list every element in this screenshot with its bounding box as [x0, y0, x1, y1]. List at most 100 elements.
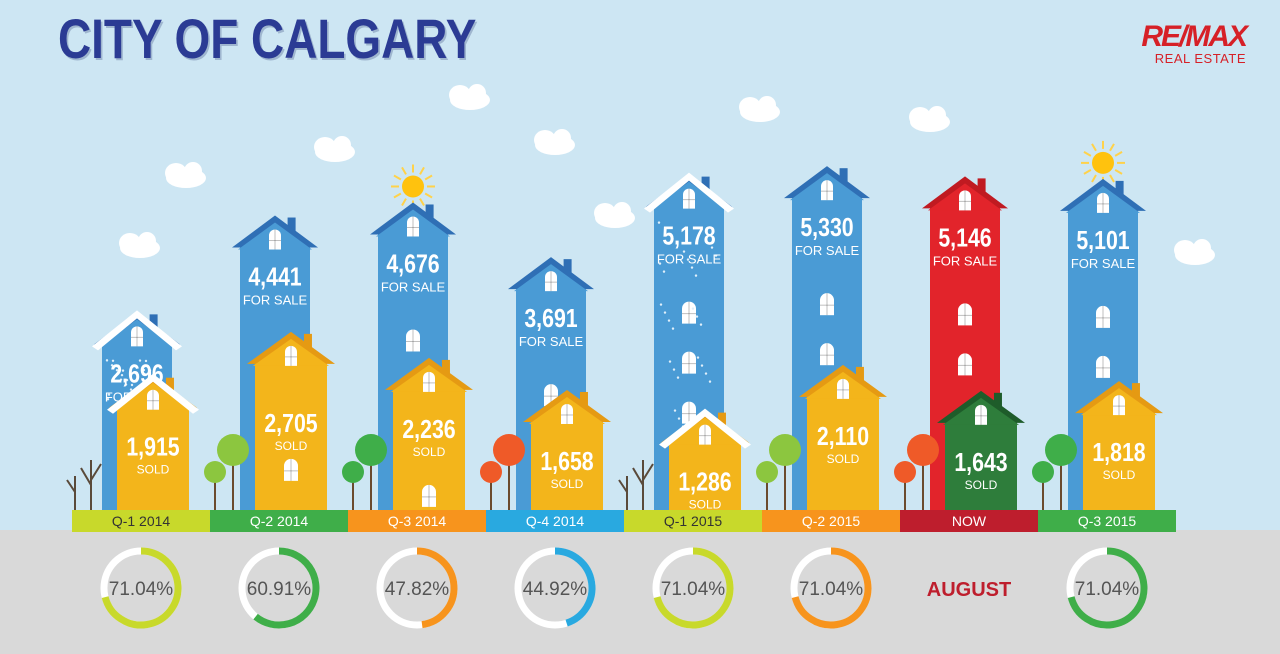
- cloud: [165, 162, 206, 188]
- window-arch: [284, 458, 298, 473]
- short-house-body: [945, 418, 1017, 510]
- snowflake: [671, 327, 675, 330]
- snowflake: [700, 364, 704, 367]
- tall-house-chimney: [287, 217, 296, 234]
- snowflake: [142, 368, 146, 372]
- sun-ray: [1114, 151, 1123, 157]
- window-arch: [958, 303, 972, 318]
- tree-crown: [1032, 461, 1054, 483]
- cloud-part: [119, 233, 141, 253]
- snowflake: [115, 369, 119, 372]
- quarter-strip: [72, 510, 210, 532]
- snowflake: [105, 359, 109, 362]
- snowflake: [686, 258, 690, 261]
- quarter-strip: [624, 510, 762, 532]
- snowflake: [668, 360, 672, 363]
- snowflake: [147, 373, 151, 377]
- brand-logo[interactable]: RE/MAX REAL ESTATE: [1141, 22, 1248, 66]
- window-arch: [407, 216, 419, 229]
- window-arch: [682, 401, 696, 416]
- for-sale-value: 5,330: [800, 213, 853, 243]
- sun-ray: [1091, 143, 1097, 152]
- short-house-chimney: [993, 392, 1002, 409]
- tree-crown: [894, 461, 916, 483]
- quarter-strip: [348, 510, 486, 532]
- for-sale-label: FOR SALE: [1071, 256, 1136, 271]
- short-house-chimney: [165, 377, 174, 394]
- sun-ray: [401, 166, 407, 175]
- cloud-part: [553, 129, 571, 147]
- quarter-label: Q-1 2015: [664, 513, 723, 529]
- ring-value: 71.04%: [799, 579, 864, 600]
- tree-crown: [907, 434, 939, 466]
- ring-value: 71.04%: [109, 579, 174, 600]
- window-arch: [422, 484, 436, 499]
- window-arch: [1097, 192, 1109, 205]
- window-arch: [958, 353, 972, 368]
- page-title: CITY OF CALGARY: [58, 7, 477, 70]
- for-sale-label: FOR SALE: [933, 253, 998, 268]
- window-arch: [561, 403, 573, 416]
- short-house-body: [117, 403, 189, 510]
- ring-arc: [101, 547, 182, 629]
- sold-value: 2,236: [402, 415, 455, 445]
- tree-crown: [1045, 434, 1077, 466]
- cloud-part: [138, 232, 156, 250]
- sun-ray: [419, 198, 425, 207]
- sun-ray: [1091, 174, 1097, 183]
- ring-month-label: AUGUST: [927, 579, 1011, 601]
- for-sale-value: 3,691: [524, 304, 577, 334]
- quarter-strip: [486, 510, 624, 532]
- sold-label: SOLD: [965, 478, 998, 492]
- snowflake: [107, 393, 111, 396]
- cloud: [449, 84, 490, 110]
- snowflake: [673, 409, 677, 412]
- sun-ray: [1083, 151, 1092, 157]
- ring-arc: [416, 547, 458, 629]
- window-arch: [820, 343, 834, 358]
- snowflake: [710, 246, 714, 249]
- tree-crown: [217, 434, 249, 466]
- tall-house-chimney: [1115, 180, 1124, 197]
- cloud-part: [758, 96, 776, 114]
- sold-label: SOLD: [137, 463, 170, 477]
- ring-value: 47.82%: [385, 579, 450, 600]
- sun-ray: [1109, 143, 1115, 152]
- window-arch: [131, 326, 143, 339]
- snowflake: [657, 221, 661, 224]
- cloud: [739, 96, 780, 122]
- snowflake: [130, 383, 134, 387]
- sold-value: 1,915: [126, 433, 179, 463]
- snowflake: [658, 262, 662, 265]
- tall-house-chimney: [425, 204, 434, 221]
- snowflake: [694, 274, 698, 277]
- ring-value: 71.04%: [661, 579, 726, 600]
- snowflake: [111, 359, 115, 362]
- window-arch: [1096, 305, 1110, 320]
- short-house-chimney: [855, 366, 864, 383]
- quarter-label: Q-2 2014: [250, 513, 309, 529]
- ring-arc: [554, 547, 596, 627]
- sold-value: 1,643: [954, 448, 1007, 478]
- cloud-part: [928, 106, 946, 124]
- snowflake: [691, 307, 695, 310]
- ring-arc: [253, 547, 320, 629]
- sun-ray: [1114, 169, 1123, 175]
- sun-ray: [393, 174, 402, 181]
- for-sale-label: FOR SALE: [243, 293, 308, 308]
- for-sale-value: 4,441: [248, 263, 301, 293]
- quarter-label: Q-4 2014: [526, 513, 585, 529]
- sold-value: 1,286: [678, 468, 731, 498]
- sold-label: SOLD: [1103, 468, 1136, 482]
- cloud: [1174, 239, 1215, 265]
- cloud-part: [534, 130, 556, 150]
- snowflake: [672, 368, 676, 371]
- cloud: [534, 129, 575, 155]
- snowflake: [144, 359, 148, 363]
- for-sale-value: 5,101: [1076, 226, 1129, 256]
- short-house-body: [531, 417, 603, 510]
- for-sale-label: FOR SALE: [795, 243, 860, 258]
